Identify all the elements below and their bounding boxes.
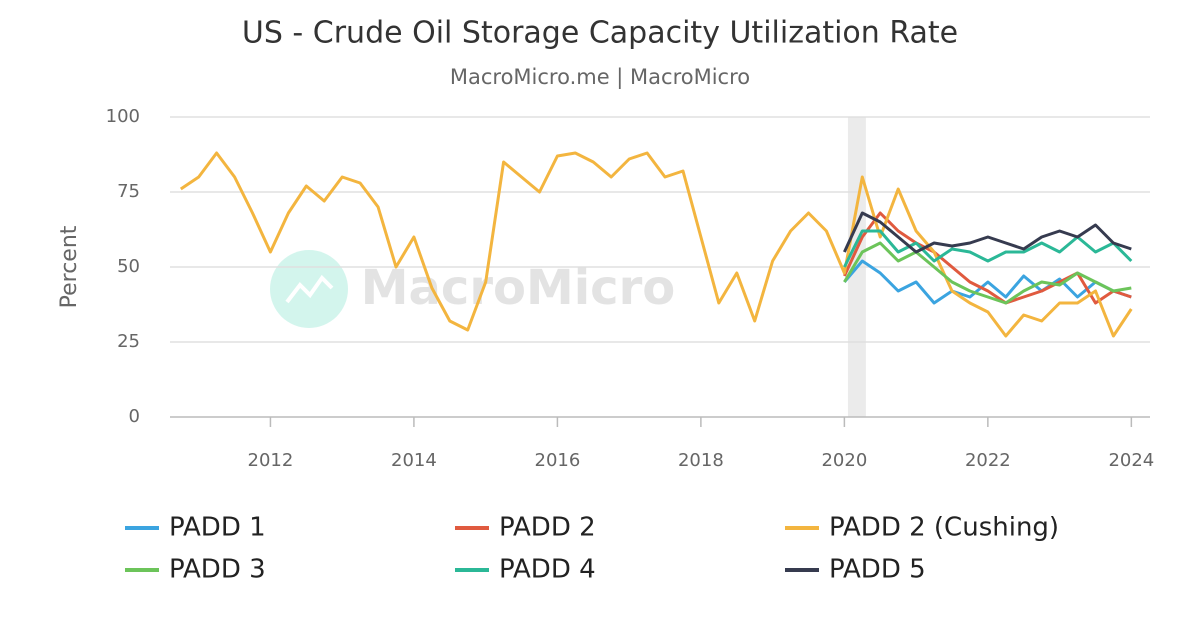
y-tick-label: 25	[117, 331, 140, 352]
legend: PADD 1 PADD 2 PADD 2 (Cushing) PADD 3 PADD 4…	[125, 513, 1059, 585]
legend-label: PADD 4	[499, 555, 596, 585]
y-tick-label: 50	[117, 256, 140, 277]
legend-label: PADD 2 (Cushing)	[829, 513, 1059, 543]
x-tick-label: 2014	[391, 450, 437, 471]
legend-label: PADD 2	[499, 513, 596, 543]
legend-label: PADD 5	[829, 555, 926, 585]
y-tick-label: 75	[117, 181, 140, 202]
watermark: MacroMicro	[361, 260, 676, 316]
x-tick-label: 2018	[678, 450, 724, 471]
y-axis-label: Percent	[57, 225, 82, 308]
series-line	[179, 151, 1133, 338]
x-tick-label: 2016	[535, 450, 581, 471]
x-tick-label: 2022	[965, 450, 1011, 471]
y-tick-label: 0	[129, 406, 140, 427]
series-line	[843, 241, 1132, 305]
legend-label: PADD 3	[169, 555, 266, 585]
series-line	[843, 229, 1133, 268]
series-line	[843, 211, 1132, 305]
y-tick-label: 100	[106, 106, 140, 127]
legend-label: PADD 1	[169, 513, 266, 543]
chart-subtitle: MacroMicro.me | MacroMicro	[450, 65, 750, 90]
x-tick-label: 2024	[1108, 450, 1154, 471]
chart-title: US - Crude Oil Storage Capacity Utilizat…	[242, 16, 958, 51]
series-line	[843, 259, 1132, 305]
watermark-logo	[270, 250, 348, 328]
x-tick-label: 2012	[248, 450, 294, 471]
x-tick-label: 2020	[821, 450, 867, 471]
series-line	[843, 211, 1132, 254]
